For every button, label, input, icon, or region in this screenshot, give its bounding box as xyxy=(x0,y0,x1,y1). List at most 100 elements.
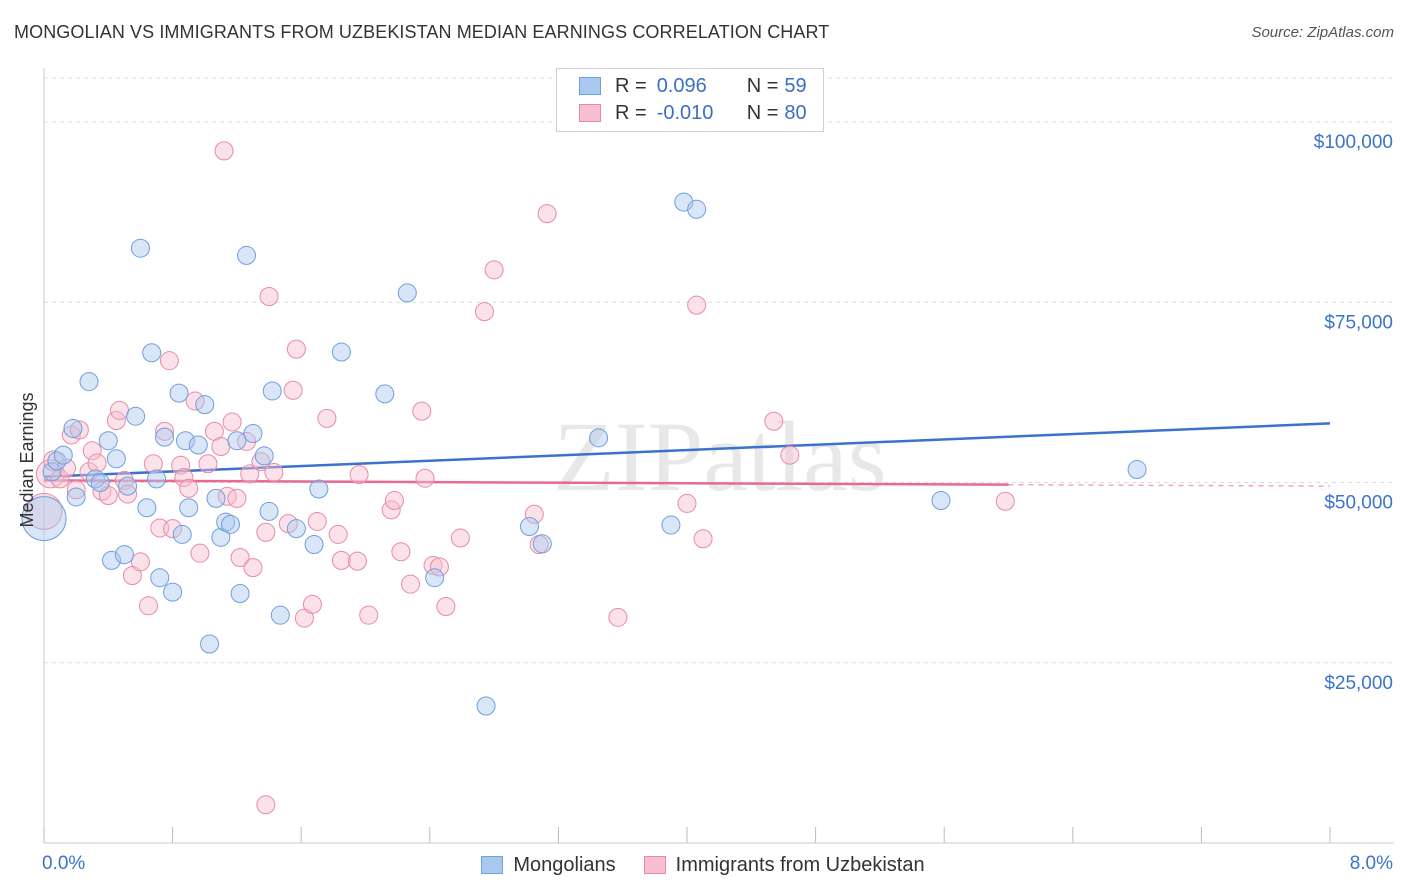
mongolians-point xyxy=(211,527,231,547)
mongolians-point xyxy=(106,449,126,469)
uzbekistan-point xyxy=(179,478,199,498)
r-value: -0.010 xyxy=(656,101,714,124)
y-tick-label: $50,000 xyxy=(1324,493,1393,514)
mongolians-point xyxy=(220,514,240,534)
uzbekistan-point xyxy=(677,493,697,513)
mongolians-point xyxy=(216,512,236,532)
uzbekistan-point xyxy=(130,552,150,572)
uzbekistan-point xyxy=(693,529,713,549)
uzbekistan-point xyxy=(155,421,175,441)
legend-label: Immigrants from Uzbekistan xyxy=(675,853,925,876)
uzbekistan-point xyxy=(995,491,1015,511)
gridlines xyxy=(44,77,1394,664)
mongolians-point xyxy=(137,498,157,518)
mongolians-point xyxy=(230,584,250,604)
uzbekistan-point xyxy=(484,260,504,280)
uzbekistan-point xyxy=(307,511,327,531)
source-credit: Source: ZipAtlas.com xyxy=(1251,24,1394,41)
chart-title: MONGOLIAN VS IMMIGRANTS FROM UZBEKISTAN … xyxy=(14,22,830,42)
mongolians-point xyxy=(66,487,86,507)
uzbekistan-point xyxy=(69,420,89,440)
uzbekistan-point xyxy=(110,400,130,420)
mongolians-point xyxy=(259,501,279,521)
uzbekistan-point xyxy=(230,548,250,568)
uzbekistan-point xyxy=(359,605,379,625)
mongolians-point xyxy=(118,476,138,496)
mongolians-point xyxy=(79,372,99,392)
mongolians-point xyxy=(309,479,329,499)
n-value: 80 xyxy=(784,101,807,124)
mongolians-point xyxy=(237,245,257,265)
uzbekistan-point xyxy=(264,462,284,482)
uzbekistan-point xyxy=(240,464,260,484)
mongolians-point xyxy=(331,342,351,362)
uzbekistan-point xyxy=(302,594,322,614)
uzbekistan-point xyxy=(780,445,800,465)
mongolians-point xyxy=(163,582,183,602)
legend-row-uzbekistan: R = -0.010 N = 80 xyxy=(579,100,807,126)
uzbekistan-point xyxy=(25,492,63,530)
uzbekistan-point xyxy=(143,454,163,474)
legend-item-mongolians: Mongolians xyxy=(481,853,616,877)
mongolians-point xyxy=(519,517,539,537)
r-value: 0.096 xyxy=(656,74,707,97)
mongolians-point xyxy=(150,568,170,588)
uzbekistan-point xyxy=(87,453,107,473)
mongolians-point xyxy=(262,381,282,401)
y-tick-label: $75,000 xyxy=(1324,312,1393,333)
mongolians-point xyxy=(375,384,395,404)
mongolians-point xyxy=(102,550,122,570)
mongolians-point xyxy=(425,568,445,588)
uzbekistan-trend-extension xyxy=(1008,483,1331,487)
x-tick-label: 0.0% xyxy=(42,853,85,874)
uzbekistan-point xyxy=(211,436,231,456)
mongolians-point xyxy=(286,519,306,539)
r-label: R = xyxy=(615,74,647,97)
mongolians-point xyxy=(188,435,208,455)
uzbekistan-point xyxy=(163,519,183,539)
mongolians-point xyxy=(195,395,215,415)
n-label: N = xyxy=(746,74,779,97)
mongolians-point xyxy=(114,545,134,565)
y-tick-label: $100,000 xyxy=(1314,132,1393,153)
uzbekistan-point xyxy=(429,557,449,577)
y-tick-label: $25,000 xyxy=(1324,673,1393,694)
mongolians-swatch xyxy=(579,77,601,95)
uzbekistan-point xyxy=(687,295,707,315)
watermark: ZIPatlas xyxy=(553,401,886,512)
uzbekistan-point xyxy=(436,597,456,617)
mongolians-point xyxy=(206,488,226,508)
uzbekistan-point xyxy=(251,452,271,472)
uzbekistan-point xyxy=(537,204,557,224)
mongolians-point xyxy=(476,696,496,716)
n-value: 59 xyxy=(784,74,807,97)
legend-label: Mongolians xyxy=(513,853,616,876)
mongolians-point xyxy=(172,524,192,544)
uzbekistan-point xyxy=(256,522,276,542)
mongolians-point xyxy=(21,496,67,542)
mongolians-point xyxy=(227,431,247,451)
uzbekistan-point xyxy=(198,454,218,474)
mongolians-point xyxy=(687,199,707,219)
uzbekistan-point xyxy=(138,596,158,616)
uzbekistan-point xyxy=(401,574,421,594)
mongolians-point xyxy=(304,535,324,555)
mongolians-point xyxy=(42,462,62,482)
mongolians-point xyxy=(270,605,290,625)
trend-lines xyxy=(43,422,1331,487)
uzbekistan-point xyxy=(331,550,351,570)
uzbekistan-point xyxy=(391,542,411,562)
uzbekistan-point xyxy=(764,411,784,431)
uzbekistan-point xyxy=(423,555,443,575)
mongolians-point xyxy=(1127,460,1147,480)
uzbekistan-point xyxy=(185,391,205,411)
mongolians-point xyxy=(90,473,110,493)
data-points xyxy=(21,141,1147,815)
mongolians-point xyxy=(243,423,263,443)
uzbekistan-point xyxy=(159,351,179,371)
mongolians-point xyxy=(53,445,73,465)
uzbekistan-point xyxy=(412,401,432,421)
uzbekistan-point xyxy=(347,551,367,571)
mongolians-point xyxy=(169,383,189,403)
mongolians-point xyxy=(155,427,175,447)
